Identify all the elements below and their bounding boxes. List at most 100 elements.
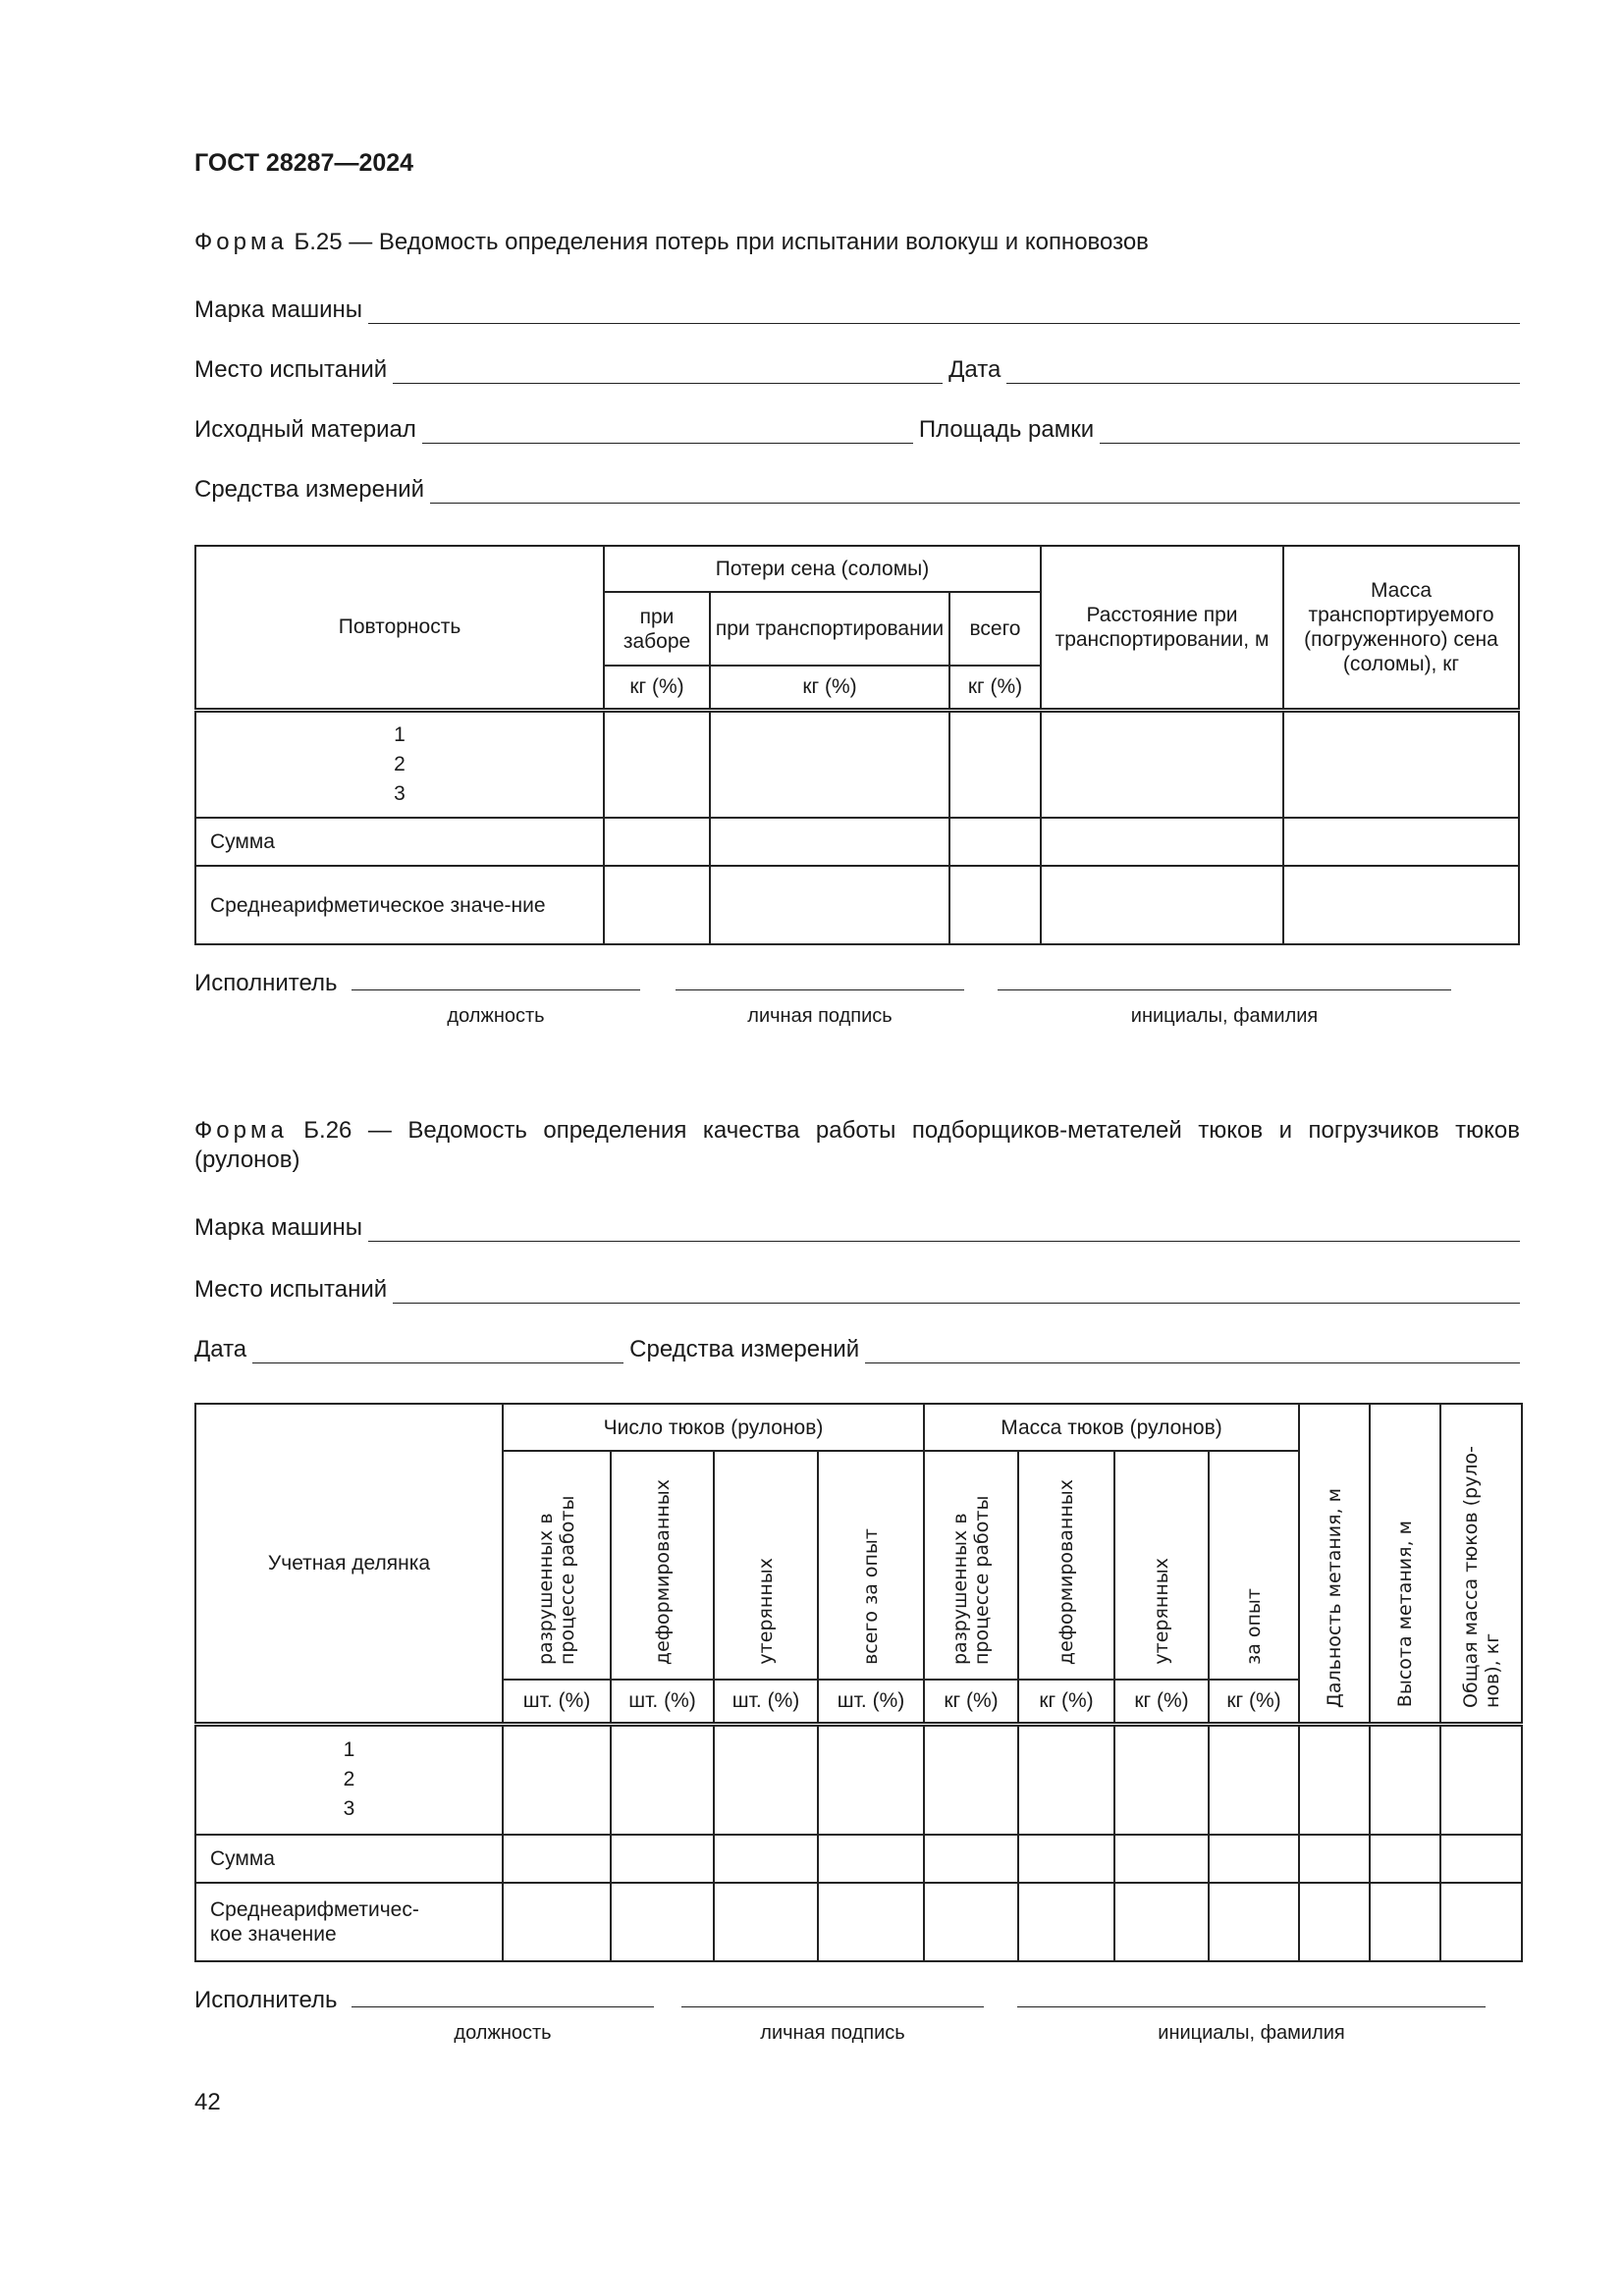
cell[interactable] xyxy=(1298,1882,1371,1962)
name-line[interactable] xyxy=(1017,2006,1486,2007)
cell[interactable] xyxy=(1208,1721,1300,1836)
blank-line[interactable] xyxy=(865,1341,1520,1363)
cell[interactable] xyxy=(502,1721,612,1836)
cell[interactable] xyxy=(817,1721,925,1836)
header-sub: за опыт xyxy=(1208,1450,1300,1681)
header-text: Дальность метания, м xyxy=(1324,1487,1345,1708)
field-machine: Марка машины xyxy=(194,1212,1520,1242)
blank-line[interactable] xyxy=(421,421,913,444)
form-caption-text: Б.26 — Ведомость определения качества ра… xyxy=(194,1117,1520,1173)
cell[interactable] xyxy=(1040,817,1284,867)
cell[interactable] xyxy=(948,865,1042,945)
cell[interactable] xyxy=(1439,1721,1523,1836)
field-label: Средства измерений xyxy=(629,1336,860,1362)
cell[interactable] xyxy=(709,707,950,819)
field-label: Марка машины xyxy=(194,296,363,323)
cell[interactable] xyxy=(923,1834,1019,1884)
form-caption-text: Б.25 — Ведомость определения потерь при … xyxy=(294,229,1149,255)
cell[interactable] xyxy=(603,707,711,819)
cell[interactable] xyxy=(1208,1834,1300,1884)
position-line[interactable] xyxy=(352,989,640,990)
cell[interactable] xyxy=(709,865,950,945)
caption-name: инициалы, фамилия xyxy=(1158,2022,1345,2044)
cell[interactable] xyxy=(1298,1721,1371,1836)
cell[interactable] xyxy=(1298,1834,1371,1884)
blank-line[interactable] xyxy=(1100,421,1520,444)
position-line[interactable] xyxy=(352,2006,654,2007)
blank-line[interactable] xyxy=(430,481,1520,504)
header-sub: деформированных xyxy=(610,1450,715,1681)
document-title: ГОСТ 28287—2024 xyxy=(194,149,414,177)
unit: шт. (%) xyxy=(610,1679,715,1725)
cell[interactable] xyxy=(502,1882,612,1962)
name-line[interactable] xyxy=(998,989,1451,990)
cell[interactable] xyxy=(610,1721,715,1836)
blank-line[interactable] xyxy=(1006,361,1520,384)
cell[interactable] xyxy=(1282,865,1520,945)
blank-line[interactable] xyxy=(252,1341,624,1363)
row-number: 2 xyxy=(343,1768,355,1791)
form-25-caption: Форма Б.25 — Ведомость определения потер… xyxy=(194,228,1520,257)
unit: кг (%) xyxy=(923,1679,1019,1725)
cell[interactable] xyxy=(610,1882,715,1962)
cell[interactable] xyxy=(1369,1834,1441,1884)
cell[interactable] xyxy=(1439,1834,1523,1884)
row-number: 3 xyxy=(343,1797,355,1821)
signature-line[interactable] xyxy=(681,2006,984,2007)
cell[interactable] xyxy=(709,817,950,867)
cell[interactable] xyxy=(1439,1882,1523,1962)
cell[interactable] xyxy=(1113,1882,1210,1962)
unit: кг (%) xyxy=(1017,1679,1115,1725)
caption-signature: личная подпись xyxy=(747,1005,893,1027)
cell[interactable] xyxy=(923,1882,1019,1962)
cell[interactable] xyxy=(1282,707,1520,819)
header-sub: разрушенных в процессе работы xyxy=(502,1450,612,1681)
cell[interactable] xyxy=(1113,1834,1210,1884)
cell[interactable] xyxy=(1017,1882,1115,1962)
cell[interactable] xyxy=(713,1721,819,1836)
blank-line[interactable] xyxy=(393,361,944,384)
blank-line[interactable] xyxy=(393,1281,1520,1304)
cell[interactable] xyxy=(610,1834,715,1884)
header-plot: Учетная делянка xyxy=(194,1403,504,1725)
row-number: 1 xyxy=(394,722,406,746)
cell[interactable] xyxy=(923,1721,1019,1836)
cell[interactable] xyxy=(1017,1721,1115,1836)
form-26-caption: Форма Б.26 — Ведомость определения качес… xyxy=(194,1116,1520,1175)
row-number: 1 xyxy=(343,1738,355,1762)
unit: шт. (%) xyxy=(502,1679,612,1725)
cell[interactable] xyxy=(1017,1834,1115,1884)
blank-line[interactable] xyxy=(368,301,1520,324)
field-label: Дата xyxy=(194,1336,247,1362)
cell[interactable] xyxy=(817,1882,925,1962)
row-number: 2 xyxy=(394,752,406,775)
cell[interactable] xyxy=(1282,817,1520,867)
sum-label: Сумма xyxy=(194,1834,504,1884)
header-count: Число тюков (рулонов) xyxy=(502,1403,925,1452)
cell[interactable] xyxy=(603,865,711,945)
cell[interactable] xyxy=(1369,1882,1441,1962)
cell[interactable] xyxy=(948,707,1042,819)
cell[interactable] xyxy=(603,817,711,867)
cell[interactable] xyxy=(948,817,1042,867)
caption-signature: личная подпись xyxy=(760,2022,905,2044)
header-sub: утерянных xyxy=(1113,1450,1210,1681)
page-number: 42 xyxy=(194,2089,221,2115)
header-text: разрушенных в процессе работы xyxy=(949,1495,993,1665)
field-date-instruments: Дата Средства измерений xyxy=(194,1334,1520,1363)
cell[interactable] xyxy=(1113,1721,1210,1836)
signature-line[interactable] xyxy=(676,989,964,990)
blank-line[interactable] xyxy=(368,1219,1520,1242)
cell[interactable] xyxy=(1040,707,1284,819)
cell[interactable] xyxy=(713,1882,819,1962)
avg-label: Среднеарифметическое значе-ние xyxy=(194,865,605,945)
cell[interactable] xyxy=(1369,1721,1441,1836)
cell[interactable] xyxy=(502,1834,612,1884)
cell[interactable] xyxy=(1040,865,1284,945)
cell[interactable] xyxy=(713,1834,819,1884)
cell[interactable] xyxy=(1208,1882,1300,1962)
unit: кг (%) xyxy=(709,665,950,711)
header-text: Общая масса тюков (руло-нов), кг xyxy=(1459,1445,1503,1708)
cell[interactable] xyxy=(817,1834,925,1884)
